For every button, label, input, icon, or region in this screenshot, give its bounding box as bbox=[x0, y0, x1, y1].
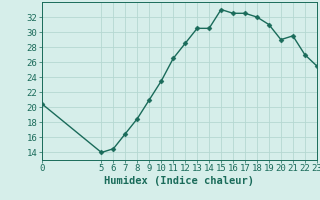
X-axis label: Humidex (Indice chaleur): Humidex (Indice chaleur) bbox=[104, 176, 254, 186]
